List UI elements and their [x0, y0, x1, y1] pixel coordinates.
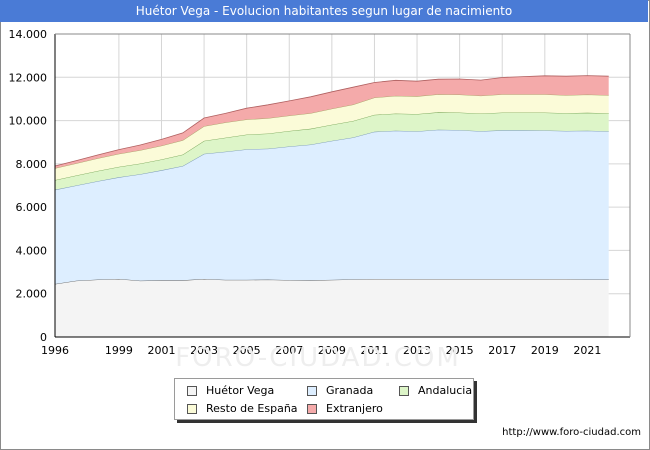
x-tick-label: 2011 — [360, 344, 388, 357]
legend-item-huetor-vega: Huétor Vega — [187, 384, 274, 397]
legend-label: Resto de España — [206, 402, 298, 415]
y-tick-label: 4.000 — [16, 244, 48, 257]
x-tick-label: 2021 — [573, 344, 601, 357]
legend-label: Granada — [326, 384, 374, 397]
x-tick-label: 2001 — [147, 344, 175, 357]
legend-label: Andalucia — [418, 384, 473, 397]
legend-item-granada: Granada — [307, 384, 373, 397]
area-resto-de-espana — [55, 94, 609, 181]
chart-title: Huétor Vega - Evolucion habitantes segun… — [0, 0, 648, 22]
area-andalucia — [55, 112, 609, 190]
watermark: FORO-CIUDAD.COM — [175, 343, 461, 373]
y-tick-label: 14.000 — [9, 28, 48, 41]
x-tick-label: 2019 — [531, 344, 559, 357]
x-tick-label: 2009 — [318, 344, 346, 357]
x-tick-label: 2007 — [275, 344, 303, 357]
legend-item-resto-espana: Resto de España — [187, 402, 298, 415]
legend-swatch — [399, 385, 409, 396]
legend-swatch — [187, 385, 197, 396]
x-tick-label: 2003 — [190, 344, 218, 357]
legend-item-andalucia: Andalucia — [399, 384, 472, 397]
legend-swatch — [187, 403, 197, 414]
legend-swatch — [307, 403, 317, 414]
area-huetor-vega — [55, 279, 609, 337]
x-tick-label: 1996 — [41, 344, 69, 357]
x-tick-label: 2005 — [233, 344, 261, 357]
legend-label: Extranjero — [326, 402, 383, 415]
legend: Huétor Vega Granada Andalucia Resto de E… — [174, 378, 474, 420]
legend-item-extranjero: Extranjero — [307, 402, 383, 415]
y-tick-label: 2.000 — [16, 288, 48, 301]
y-tick-label: 0 — [40, 331, 47, 344]
legend-label: Huétor Vega — [206, 384, 275, 397]
line-extranjero — [54, 75, 609, 167]
area-granada — [55, 129, 609, 284]
y-tick-label: 12.000 — [9, 71, 48, 84]
y-tick-label: 6.000 — [16, 201, 48, 214]
area-layer — [54, 75, 609, 337]
x-tick-label: 2013 — [403, 344, 431, 357]
legend-swatch — [307, 385, 317, 396]
area-extranjero — [55, 75, 609, 169]
y-tick-label: 8.000 — [16, 158, 48, 171]
source-url: http://www.foro-ciudad.com — [502, 427, 641, 438]
y-tick-label: 10.000 — [9, 115, 48, 128]
x-tick-label: 2015 — [446, 344, 474, 357]
x-tick-label: 1999 — [105, 344, 133, 357]
axis-layer: 0 2.000 4.000 6.000 8.000 10.000 12.000 14.000 1… — [9, 28, 631, 357]
x-tick-label: 2017 — [488, 344, 516, 357]
